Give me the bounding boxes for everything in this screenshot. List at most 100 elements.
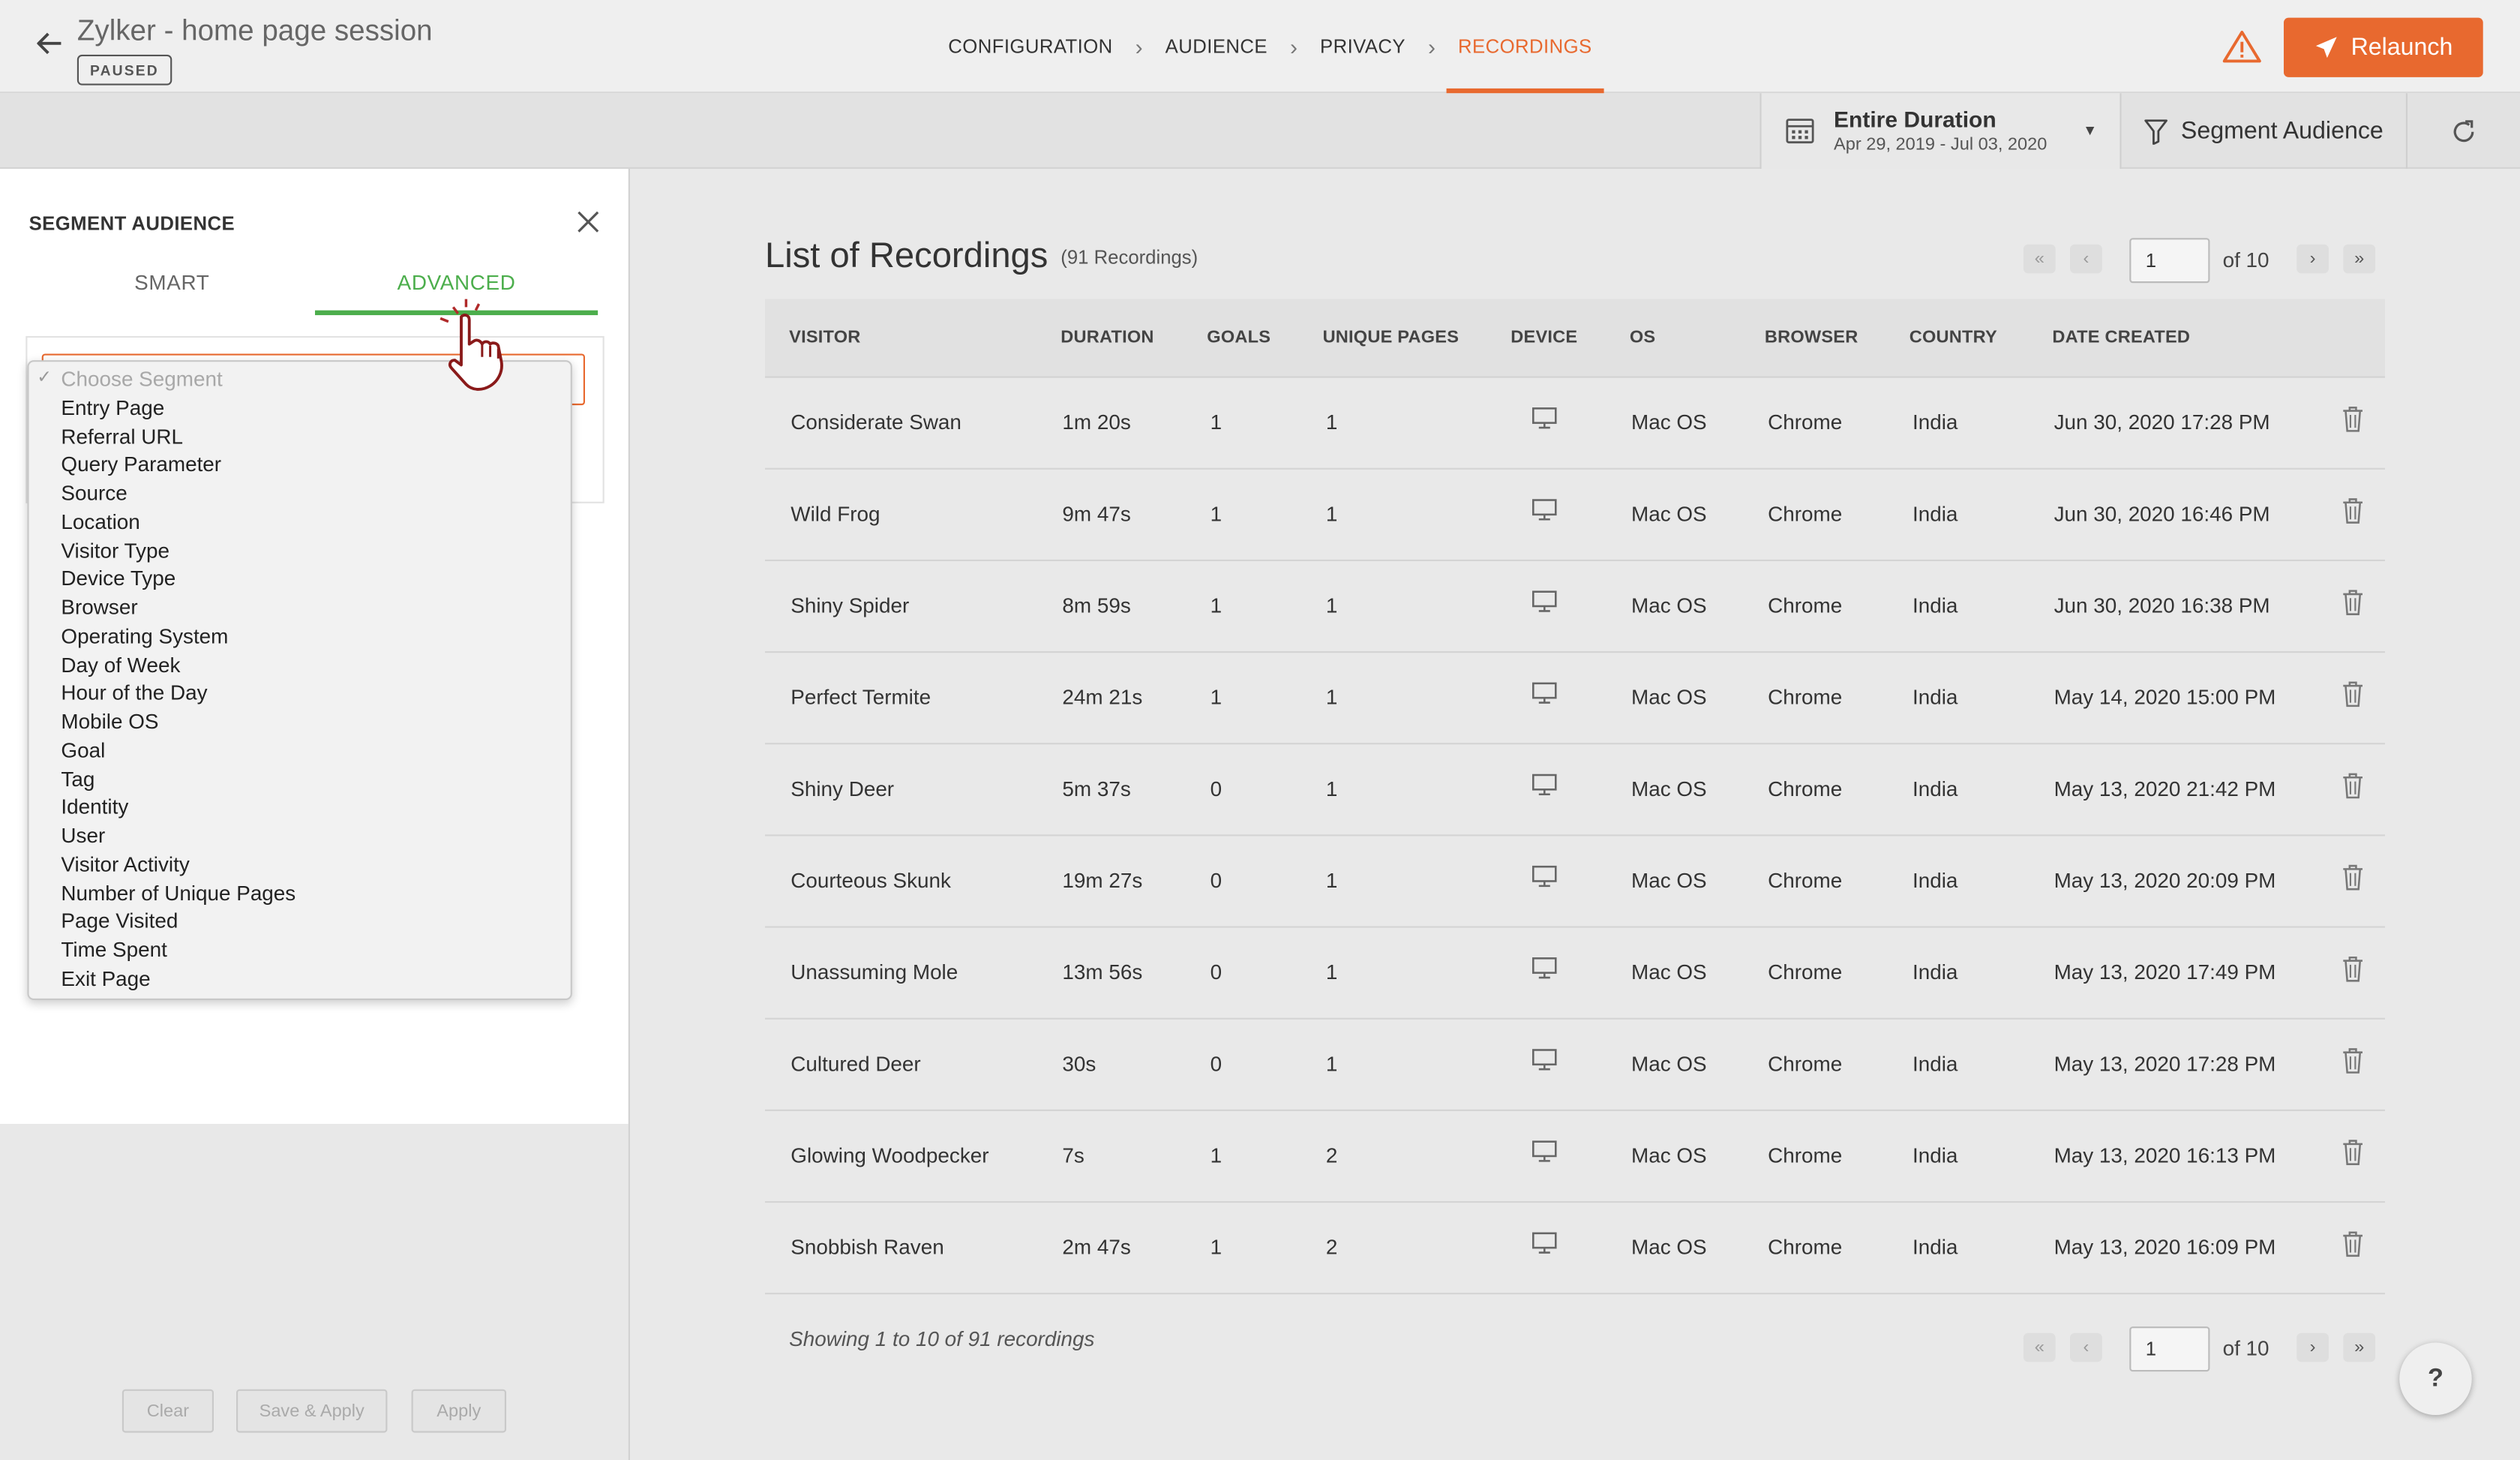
duration-cell: 2m 47s	[1062, 1234, 1131, 1260]
dropdown-option[interactable]: Page Visited	[61, 909, 178, 933]
column-header[interactable]: DURATION	[1060, 328, 1154, 347]
filter-icon	[2144, 119, 2168, 144]
apply-button[interactable]: Apply	[411, 1389, 506, 1433]
dropdown-placeholder[interactable]: ✓ Choose Segment	[29, 365, 571, 394]
segment-dropdown[interactable]: ✓ Choose Segment Entry Page Referral URL…	[27, 360, 572, 1001]
trash-icon[interactable]	[2342, 1138, 2364, 1165]
step-privacy[interactable]: PRIVACY	[1320, 35, 1406, 59]
date-range-picker[interactable]: Entire Duration Apr 29, 2019 - Jul 03, 2…	[1760, 93, 2122, 170]
column-header[interactable]: COUNTRY	[1909, 328, 1997, 347]
step-audience[interactable]: AUDIENCE	[1165, 35, 1268, 59]
trash-icon[interactable]	[2342, 405, 2364, 432]
duration-cell: 8m 59s	[1062, 593, 1131, 617]
table-row[interactable]: Considerate Swan 1m 20s 1 1 Mac OS Chrome Indi…	[764, 378, 2385, 470]
dropdown-option[interactable]: Source	[61, 480, 128, 505]
dropdown-option[interactable]: Tag	[61, 766, 95, 791]
column-header[interactable]: DEVICE	[1510, 328, 1578, 347]
help-button[interactable]: ?	[2399, 1342, 2472, 1415]
relaunch-button[interactable]: Relaunch	[2284, 17, 2483, 77]
visitor-cell: Cultured Deer	[790, 1051, 921, 1076]
desktop-icon	[1532, 590, 1557, 612]
date-cell: May 13, 2020 20:09 PM	[2054, 868, 2276, 893]
unique-pages-cell: 1	[1325, 777, 1338, 801]
table-row[interactable]: Shiny Spider 8m 59s 1 1 Mac OS Chrome India Jun…	[764, 561, 2385, 653]
date-range-title: Entire Duration	[1834, 106, 1996, 132]
dropdown-option[interactable]: User	[61, 823, 106, 848]
trash-icon[interactable]	[2342, 864, 2364, 891]
dropdown-option[interactable]: Exit Page	[61, 966, 151, 990]
tab-smart[interactable]: SMART	[134, 270, 210, 295]
table-row[interactable]: Courteous Skunk 19m 27s 0 1 Mac OS Chrome Indi…	[764, 836, 2385, 928]
column-header[interactable]: VISITOR	[789, 328, 861, 347]
dropdown-option[interactable]: Identity	[61, 795, 129, 819]
dropdown-option[interactable]: Operating System	[61, 623, 229, 648]
date-cell: May 13, 2020 16:13 PM	[2054, 1143, 2276, 1167]
table-row[interactable]: Snobbish Raven 2m 47s 1 2 Mac OS Chrome India M…	[764, 1203, 2385, 1295]
prev-page-icon[interactable]: ‹	[2070, 244, 2102, 274]
dropdown-option[interactable]: Visitor Type	[61, 537, 170, 563]
trash-icon[interactable]	[2342, 680, 2364, 707]
table-row[interactable]: Unassuming Mole 13m 56s 0 1 Mac OS Chrome Indi…	[764, 928, 2385, 1020]
trash-icon[interactable]	[2342, 1230, 2364, 1257]
unique-pages-cell: 2	[1325, 1234, 1338, 1260]
next-page-icon[interactable]: ›	[2296, 1332, 2329, 1362]
table-row[interactable]: Cultured Deer 30s 0 1 Mac OS Chrome India May 1…	[764, 1020, 2385, 1111]
browser-cell: Chrome	[1768, 410, 1843, 434]
step-recordings[interactable]: RECORDINGS	[1446, 0, 1604, 94]
refresh-button[interactable]	[2408, 93, 2520, 169]
column-header[interactable]: OS	[1629, 328, 1656, 347]
goals-cell: 0	[1210, 960, 1222, 984]
duration-cell: 13m 56s	[1062, 960, 1143, 984]
unique-pages-cell: 2	[1325, 1143, 1338, 1167]
page-number-input[interactable]: 1	[2129, 1326, 2210, 1372]
step-configuration[interactable]: CONFIGURATION	[948, 35, 1113, 59]
dropdown-option[interactable]: Time Spent	[61, 937, 167, 962]
table-row[interactable]: Glowing Woodpecker 7s 1 2 Mac OS Chrome India M…	[764, 1111, 2385, 1203]
column-header[interactable]: UNIQUE PAGES	[1322, 328, 1460, 347]
dropdown-option[interactable]: Mobile OS	[61, 709, 159, 734]
page-number-input[interactable]: 1	[2129, 238, 2210, 284]
clear-button[interactable]: Clear	[122, 1389, 214, 1433]
os-cell: Mac OS	[1631, 1234, 1707, 1260]
column-header[interactable]: DATE CREATED	[2052, 328, 2191, 347]
dropdown-option[interactable]: Query Parameter	[61, 452, 222, 476]
date-cell: May 13, 2020 17:28 PM	[2054, 1051, 2276, 1076]
relaunch-label: Relaunch	[2350, 34, 2453, 62]
dropdown-option[interactable]: Goal	[61, 738, 106, 762]
dropdown-option[interactable]: Browser	[61, 594, 138, 620]
country-cell: India	[1912, 1143, 1958, 1167]
back-arrow-icon[interactable]	[32, 26, 68, 61]
table-row[interactable]: Shiny Deer 5m 37s 0 1 Mac OS Chrome India May 1…	[764, 744, 2385, 837]
last-page-icon[interactable]: »	[2343, 244, 2376, 274]
table-row[interactable]: Wild Frog 9m 47s 1 1 Mac OS Chrome India Jun 30…	[764, 470, 2385, 561]
trash-icon[interactable]	[2342, 1047, 2364, 1074]
save-apply-button[interactable]: Save & Apply	[236, 1389, 388, 1433]
trash-icon[interactable]	[2342, 772, 2364, 799]
next-page-icon[interactable]: ›	[2296, 244, 2329, 274]
column-header[interactable]: BROWSER	[1764, 328, 1858, 347]
prev-page-icon[interactable]: ‹	[2070, 1332, 2102, 1362]
warning-icon[interactable]	[2221, 29, 2263, 65]
segment-audience-button[interactable]: Segment Audience	[2122, 93, 2408, 170]
dropdown-option[interactable]: Device Type	[61, 566, 176, 591]
first-page-icon[interactable]: «	[2023, 244, 2056, 274]
close-icon[interactable]	[575, 209, 601, 235]
dropdown-option[interactable]: Number of Unique Pages	[61, 880, 296, 905]
trash-icon[interactable]	[2342, 588, 2364, 615]
table-row[interactable]: Perfect Termite 24m 21s 1 1 Mac OS Chrome Indi…	[764, 653, 2385, 745]
visitor-cell: Perfect Termite	[790, 684, 932, 710]
dropdown-option[interactable]: Hour of the Day	[61, 680, 208, 705]
column-header[interactable]: GOALS	[1207, 328, 1271, 347]
trash-icon[interactable]	[2342, 955, 2364, 982]
last-page-icon[interactable]: »	[2343, 1332, 2376, 1362]
browser-cell: Chrome	[1768, 501, 1843, 526]
dropdown-option[interactable]: Entry Page	[61, 395, 165, 419]
dropdown-option[interactable]: Day of Week	[61, 652, 181, 677]
first-page-icon[interactable]: «	[2023, 1332, 2056, 1362]
dropdown-option[interactable]: Location	[61, 509, 140, 533]
os-cell: Mac OS	[1631, 593, 1707, 617]
trash-icon[interactable]	[2342, 497, 2364, 524]
dropdown-option[interactable]: Visitor Activity	[61, 852, 190, 876]
dropdown-option[interactable]: Referral URL	[61, 423, 183, 448]
browser-cell: Chrome	[1768, 1143, 1843, 1167]
